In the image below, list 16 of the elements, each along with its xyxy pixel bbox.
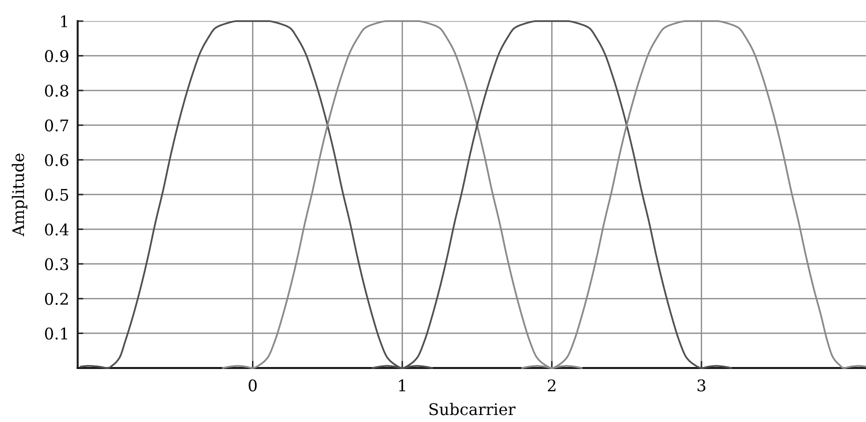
y-tick-label: 0.3 [45,258,68,270]
x-tick-label: 3 [698,379,706,392]
y-tick-label: 0.8 [45,84,68,97]
y-tick-label: 0.9 [45,50,68,62]
x-tick-label: 0 [248,379,257,392]
x-tick-label: 1 [399,379,406,392]
x-tick-label: 2 [548,379,556,392]
y-tick-label: 0.1 [45,328,68,340]
x-axis-title: Subcarrier [429,402,516,416]
y-tick-label: 0.5 [45,188,68,201]
y-tick-label: 0.7 [45,119,68,132]
y-tick-label: 1 [61,15,68,28]
y-tick-label: 0.6 [45,154,68,166]
y-tick-label: 0.4 [45,223,69,236]
y-axis-title: Amplitude [12,154,28,236]
y-tick-label: 0.2 [45,292,68,305]
